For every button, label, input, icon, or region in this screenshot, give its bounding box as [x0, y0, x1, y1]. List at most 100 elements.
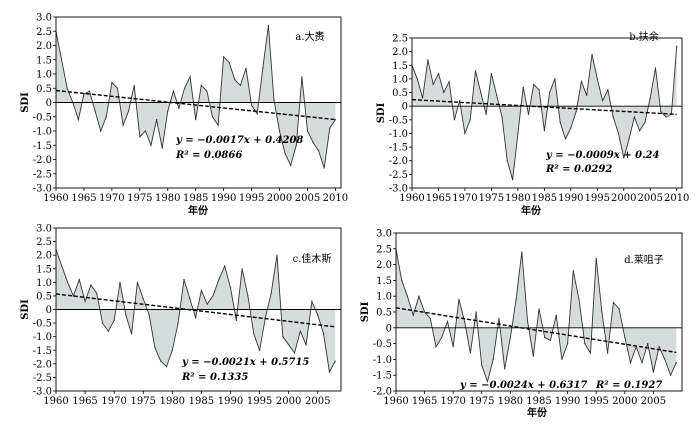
data-point — [589, 352, 592, 354]
data-point — [334, 360, 336, 362]
x-axis-label: 年份 — [521, 204, 542, 217]
y-tick-label: 1.5 — [36, 55, 52, 66]
data-point — [245, 67, 247, 69]
y-tick-label: 3.0 — [376, 229, 392, 240]
data-point — [270, 292, 272, 294]
data-point — [543, 130, 546, 132]
y-tick-label: 0.5 — [392, 88, 408, 99]
data-point — [517, 132, 519, 135]
x-tick-label: 1965 — [412, 396, 437, 407]
panel-title: d.莱咀子 — [624, 254, 664, 266]
data-point — [177, 322, 179, 324]
data-point — [652, 371, 655, 373]
data-point — [612, 116, 614, 118]
y-tick-label: 1.5 — [376, 276, 392, 287]
x-tick-label: 1970 — [101, 396, 126, 407]
data-point — [195, 317, 197, 319]
data-point — [591, 53, 593, 56]
data-point — [515, 298, 517, 300]
y-tick-label: 1.0 — [36, 278, 52, 289]
data-point — [618, 308, 620, 310]
data-point — [629, 362, 632, 364]
data-point — [639, 130, 641, 132]
data-point — [538, 89, 540, 91]
data-point — [61, 265, 63, 267]
x-axis-label: 年份 — [188, 204, 209, 217]
y-tick-label: 0.5 — [376, 308, 392, 319]
data-point — [504, 368, 506, 370]
data-point — [178, 107, 180, 109]
data-point — [665, 116, 667, 118]
data-point — [572, 270, 574, 272]
data-point — [122, 124, 124, 126]
y-tick-label: -2.5 — [33, 373, 52, 384]
data-point — [633, 116, 636, 118]
data-point — [218, 279, 220, 281]
x-tick-label: 1995 — [585, 193, 610, 204]
data-point — [154, 346, 156, 349]
data-point — [125, 314, 127, 316]
x-tick-label: 2000 — [611, 193, 636, 204]
data-point — [452, 346, 454, 348]
data-point — [200, 84, 202, 86]
x-tick-label: 1970 — [440, 396, 465, 407]
data-point — [128, 110, 130, 112]
data-point — [481, 365, 483, 367]
data-point — [401, 279, 403, 281]
data-point — [116, 87, 119, 89]
data-point — [435, 346, 437, 348]
data-point — [295, 144, 297, 146]
data-point — [160, 360, 162, 362]
data-point — [511, 179, 514, 181]
data-point — [299, 330, 301, 332]
data-point — [284, 153, 286, 155]
data-point — [212, 295, 214, 297]
y-tick-label: -1.5 — [33, 141, 52, 152]
data-point — [318, 150, 320, 152]
data-point — [664, 358, 666, 360]
plot-frame — [411, 37, 683, 189]
y-tick-label: 2.0 — [36, 251, 52, 262]
x-tick-label: 2000 — [276, 396, 301, 407]
data-point — [422, 97, 424, 99]
data-point — [94, 110, 96, 112]
x-tick-label: 1980 — [505, 193, 530, 204]
data-point — [586, 94, 588, 96]
data-point — [323, 333, 325, 335]
x-tick-label: 1975 — [131, 396, 156, 407]
data-point — [644, 121, 646, 124]
data-point — [602, 100, 604, 102]
x-tick-label: 1970 — [99, 193, 124, 204]
data-point — [224, 265, 226, 267]
data-point — [259, 349, 261, 351]
y-axis-label: SDI — [20, 92, 31, 113]
x-tick-label: 1985 — [526, 396, 551, 407]
data-point — [167, 110, 169, 112]
trend-r2: R² = 0.0866 — [175, 150, 242, 161]
data-point — [288, 344, 290, 346]
data-point — [532, 355, 534, 357]
data-point — [105, 116, 107, 118]
data-point — [161, 147, 163, 149]
data-point — [305, 344, 307, 346]
data-point — [200, 289, 202, 292]
x-tick-label: 1975 — [469, 396, 494, 407]
data-point — [441, 336, 443, 338]
data-point — [211, 116, 214, 118]
data-point — [228, 62, 230, 64]
data-point — [416, 78, 418, 80]
data-point — [256, 113, 258, 115]
data-point — [549, 339, 552, 341]
data-point — [301, 76, 303, 78]
trend-equation: y = −0.0017x + 0.4208 — [175, 135, 303, 146]
data-point — [527, 320, 529, 323]
data-point — [623, 157, 625, 159]
data-point — [239, 84, 241, 86]
data-point — [61, 59, 63, 61]
data-point — [564, 138, 567, 140]
data-point — [601, 311, 603, 313]
x-tick-label: 2000 — [267, 193, 292, 204]
data-point — [148, 314, 150, 316]
